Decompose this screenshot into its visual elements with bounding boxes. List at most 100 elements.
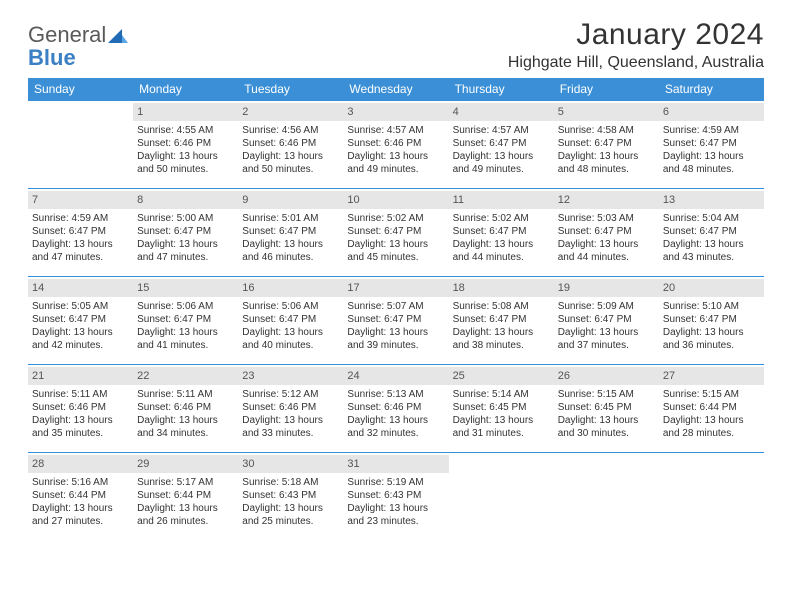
sunset-line: Sunset: 6:47 PM bbox=[663, 137, 760, 150]
day-details: Sunrise: 5:04 AMSunset: 6:47 PMDaylight:… bbox=[663, 212, 760, 264]
day-number: 17 bbox=[343, 279, 448, 297]
daylight-line: Daylight: 13 hours and 50 minutes. bbox=[137, 150, 234, 176]
calendar-week-row: 1Sunrise: 4:55 AMSunset: 6:46 PMDaylight… bbox=[28, 101, 764, 189]
sunset-line: Sunset: 6:47 PM bbox=[32, 313, 129, 326]
day-number: 7 bbox=[28, 191, 133, 209]
daylight-line: Daylight: 13 hours and 28 minutes. bbox=[663, 414, 760, 440]
sunrise-line: Sunrise: 5:16 AM bbox=[32, 476, 129, 489]
sunset-line: Sunset: 6:46 PM bbox=[347, 401, 444, 414]
daylight-line: Daylight: 13 hours and 47 minutes. bbox=[137, 238, 234, 264]
sunrise-line: Sunrise: 5:14 AM bbox=[453, 388, 550, 401]
sunset-line: Sunset: 6:47 PM bbox=[558, 313, 655, 326]
calendar-cell: 26 Sunrise: 5:15 AMSunset: 6:45 PMDayligh… bbox=[554, 365, 659, 453]
calendar-cell: 29Sunrise: 5:17 AMSunset: 6:44 PMDayligh… bbox=[133, 453, 238, 541]
day-number: 20 bbox=[659, 279, 764, 297]
daylight-line: Daylight: 13 hours and 38 minutes. bbox=[453, 326, 550, 352]
day-number: 9 bbox=[238, 191, 343, 209]
calendar-cell: 23Sunrise: 5:12 AMSunset: 6:46 PMDayligh… bbox=[238, 365, 343, 453]
sunrise-line: Sunrise: 5:18 AM bbox=[242, 476, 339, 489]
daylight-line: Daylight: 13 hours and 50 minutes. bbox=[242, 150, 339, 176]
day-number: 21 bbox=[28, 367, 133, 385]
daylight-line: Daylight: 13 hours and 49 minutes. bbox=[347, 150, 444, 176]
day-details: Sunrise: 5:13 AMSunset: 6:46 PMDaylight:… bbox=[347, 388, 444, 440]
day-number: 2 bbox=[238, 103, 343, 121]
calendar-cell: 21 Sunrise: 5:11 AMSunset: 6:46 PMDayligh… bbox=[28, 365, 133, 453]
calendar-cell: 13Sunrise: 5:04 AMSunset: 6:47 PMDayligh… bbox=[659, 189, 764, 277]
daylight-line: Daylight: 13 hours and 36 minutes. bbox=[663, 326, 760, 352]
sunset-line: Sunset: 6:46 PM bbox=[137, 401, 234, 414]
calendar-cell: 8Sunrise: 5:00 AMSunset: 6:47 PMDaylight… bbox=[133, 189, 238, 277]
daylight-line: Daylight: 13 hours and 44 minutes. bbox=[558, 238, 655, 264]
day-details: Sunrise: 5:06 AMSunset: 6:47 PMDaylight:… bbox=[242, 300, 339, 352]
sunset-line: Sunset: 6:47 PM bbox=[242, 225, 339, 238]
logo-word1: General bbox=[28, 22, 106, 47]
sunset-line: Sunset: 6:46 PM bbox=[242, 137, 339, 150]
title-block: January 2024 Highgate Hill, Queensland, … bbox=[508, 18, 764, 72]
sunrise-line: Sunrise: 5:10 AM bbox=[663, 300, 760, 313]
sunrise-line: Sunrise: 5:19 AM bbox=[347, 476, 444, 489]
day-details: Sunrise: 5:19 AMSunset: 6:43 PMDaylight:… bbox=[347, 476, 444, 528]
sunrise-line: Sunrise: 4:55 AM bbox=[137, 124, 234, 137]
sunset-line: Sunset: 6:47 PM bbox=[558, 225, 655, 238]
weekday-header: Thursday bbox=[449, 78, 554, 101]
calendar-cell: 19Sunrise: 5:09 AMSunset: 6:47 PMDayligh… bbox=[554, 277, 659, 365]
location: Highgate Hill, Queensland, Australia bbox=[508, 54, 764, 72]
calendar-cell: 9Sunrise: 5:01 AMSunset: 6:47 PMDaylight… bbox=[238, 189, 343, 277]
day-number: 16 bbox=[238, 279, 343, 297]
calendar-cell: 5Sunrise: 4:58 AMSunset: 6:47 PMDaylight… bbox=[554, 101, 659, 189]
day-number: 26 bbox=[554, 367, 659, 385]
sunrise-line: Sunrise: 5:05 AM bbox=[32, 300, 129, 313]
daylight-line: Daylight: 13 hours and 48 minutes. bbox=[558, 150, 655, 176]
sunrise-line: Sunrise: 5:03 AM bbox=[558, 212, 655, 225]
day-details: Sunrise: 5:07 AMSunset: 6:47 PMDaylight:… bbox=[347, 300, 444, 352]
sunrise-line: Sunrise: 5:12 AM bbox=[242, 388, 339, 401]
sunrise-line: Sunrise: 4:57 AM bbox=[347, 124, 444, 137]
calendar-cell: 2 Sunrise: 4:56 AMSunset: 6:46 PMDaylight… bbox=[238, 101, 343, 189]
day-number: 19 bbox=[554, 279, 659, 297]
calendar-cell: 11Sunrise: 5:02 AMSunset: 6:47 PMDayligh… bbox=[449, 189, 554, 277]
daylight-line: Daylight: 13 hours and 45 minutes. bbox=[347, 238, 444, 264]
calendar-body: 1Sunrise: 4:55 AMSunset: 6:46 PMDaylight… bbox=[28, 101, 764, 541]
calendar-cell bbox=[659, 453, 764, 541]
sunset-line: Sunset: 6:47 PM bbox=[558, 137, 655, 150]
sunset-line: Sunset: 6:47 PM bbox=[137, 313, 234, 326]
day-details: Sunrise: 4:56 AMSunset: 6:46 PMDaylight:… bbox=[242, 124, 339, 176]
calendar-cell: 31Sunrise: 5:19 AMSunset: 6:43 PMDayligh… bbox=[343, 453, 448, 541]
sunrise-line: Sunrise: 5:15 AM bbox=[663, 388, 760, 401]
day-number: 11 bbox=[449, 191, 554, 209]
day-number: 6 bbox=[659, 103, 764, 121]
sunset-line: Sunset: 6:43 PM bbox=[242, 489, 339, 502]
sunset-line: Sunset: 6:47 PM bbox=[453, 137, 550, 150]
day-details: Sunrise: 5:18 AMSunset: 6:43 PMDaylight:… bbox=[242, 476, 339, 528]
calendar-week-row: 14Sunrise: 5:05 AMSunset: 6:47 PMDayligh… bbox=[28, 277, 764, 365]
sunset-line: Sunset: 6:44 PM bbox=[32, 489, 129, 502]
calendar-cell: 18Sunrise: 5:08 AMSunset: 6:47 PMDayligh… bbox=[449, 277, 554, 365]
day-details: Sunrise: 5:14 AMSunset: 6:45 PMDaylight:… bbox=[453, 388, 550, 440]
day-number: 4 bbox=[449, 103, 554, 121]
calendar-cell: 15Sunrise: 5:06 AMSunset: 6:47 PMDayligh… bbox=[133, 277, 238, 365]
sunrise-line: Sunrise: 5:04 AM bbox=[663, 212, 760, 225]
daylight-line: Daylight: 13 hours and 48 minutes. bbox=[663, 150, 760, 176]
day-details: Sunrise: 5:15 AMSunset: 6:45 PMDaylight:… bbox=[558, 388, 655, 440]
daylight-line: Daylight: 13 hours and 39 minutes. bbox=[347, 326, 444, 352]
day-details: Sunrise: 5:11 AMSunset: 6:46 PMDaylight:… bbox=[32, 388, 129, 440]
calendar-cell: 10Sunrise: 5:02 AMSunset: 6:47 PMDayligh… bbox=[343, 189, 448, 277]
weekday-row: SundayMondayTuesdayWednesdayThursdayFrid… bbox=[28, 78, 764, 101]
sunrise-line: Sunrise: 5:06 AM bbox=[242, 300, 339, 313]
weekday-header: Tuesday bbox=[238, 78, 343, 101]
sunset-line: Sunset: 6:47 PM bbox=[453, 313, 550, 326]
sunset-line: Sunset: 6:47 PM bbox=[453, 225, 550, 238]
daylight-line: Daylight: 13 hours and 25 minutes. bbox=[242, 502, 339, 528]
sunset-line: Sunset: 6:46 PM bbox=[347, 137, 444, 150]
daylight-line: Daylight: 13 hours and 30 minutes. bbox=[558, 414, 655, 440]
daylight-line: Daylight: 13 hours and 35 minutes. bbox=[32, 414, 129, 440]
calendar-cell: 14Sunrise: 5:05 AMSunset: 6:47 PMDayligh… bbox=[28, 277, 133, 365]
day-number: 25 bbox=[449, 367, 554, 385]
daylight-line: Daylight: 13 hours and 31 minutes. bbox=[453, 414, 550, 440]
day-number: 30 bbox=[238, 455, 343, 473]
sunset-line: Sunset: 6:47 PM bbox=[663, 313, 760, 326]
day-number: 3 bbox=[343, 103, 448, 121]
sunset-line: Sunset: 6:46 PM bbox=[32, 401, 129, 414]
sunrise-line: Sunrise: 5:11 AM bbox=[137, 388, 234, 401]
day-details: Sunrise: 4:58 AMSunset: 6:47 PMDaylight:… bbox=[558, 124, 655, 176]
